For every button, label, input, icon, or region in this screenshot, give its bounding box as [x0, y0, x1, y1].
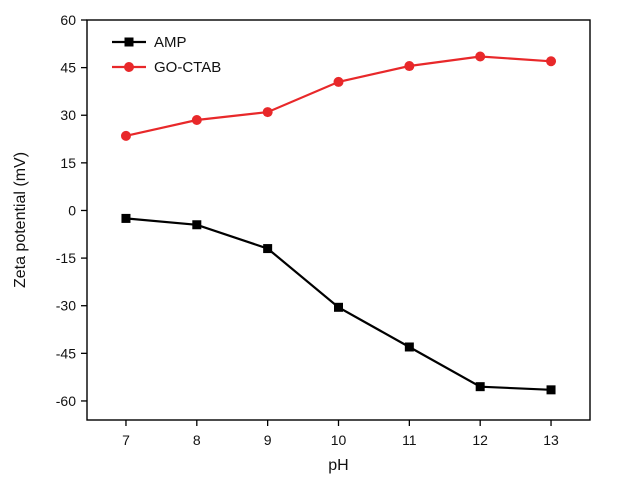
- data-point-amp: [192, 220, 202, 230]
- data-point-go-ctab: [262, 107, 273, 118]
- legend-label-amp: AMP: [154, 34, 187, 51]
- legend-label-go-ctab: GO-CTAB: [154, 59, 221, 76]
- data-point-go-ctab: [191, 115, 202, 125]
- x-tick-label: 13: [543, 432, 559, 448]
- data-point-go-ctab: [546, 56, 557, 67]
- y-tick-label: -60: [56, 393, 76, 409]
- y-tick-label: 0: [68, 202, 76, 218]
- x-tick-label: 7: [122, 432, 130, 448]
- x-tick-label: 10: [331, 432, 347, 448]
- y-tick-label: -45: [56, 345, 76, 361]
- legend-marker-go-ctab: [124, 62, 134, 72]
- data-point-amp: [121, 213, 131, 223]
- data-point-amp: [334, 302, 343, 312]
- y-tick-label: 30: [60, 107, 76, 123]
- x-tick-label: 12: [472, 432, 488, 448]
- data-point-go-ctab: [333, 76, 344, 87]
- data-point-go-ctab: [120, 130, 131, 141]
- data-point-go-ctab: [475, 51, 486, 62]
- x-tick-label: 8: [193, 432, 201, 448]
- data-point-go-ctab: [404, 61, 415, 72]
- y-tick-label: 45: [60, 60, 76, 76]
- legend-marker-amp: [124, 37, 134, 47]
- x-tick-label: 9: [264, 432, 272, 448]
- y-tick-label: 15: [60, 155, 76, 171]
- y-axis-title: Zeta potential (mV): [12, 152, 29, 288]
- data-point-amp: [263, 244, 273, 254]
- y-tick-label: -30: [56, 298, 76, 314]
- data-point-amp: [546, 385, 556, 395]
- x-axis-title: pH: [328, 457, 348, 474]
- axis-ticks: 60 45 30 15 0 -15 -30 -45 -60 7 8 9 10 11 12 13: [56, 12, 559, 448]
- data-point-amp: [475, 382, 485, 392]
- y-tick-label: -15: [56, 250, 76, 266]
- legend: AMP GO-CTAB: [112, 34, 221, 76]
- series-layer: [120, 51, 557, 395]
- y-tick-label: 60: [60, 12, 76, 28]
- x-tick-label: 11: [402, 432, 417, 448]
- data-point-amp: [404, 342, 414, 352]
